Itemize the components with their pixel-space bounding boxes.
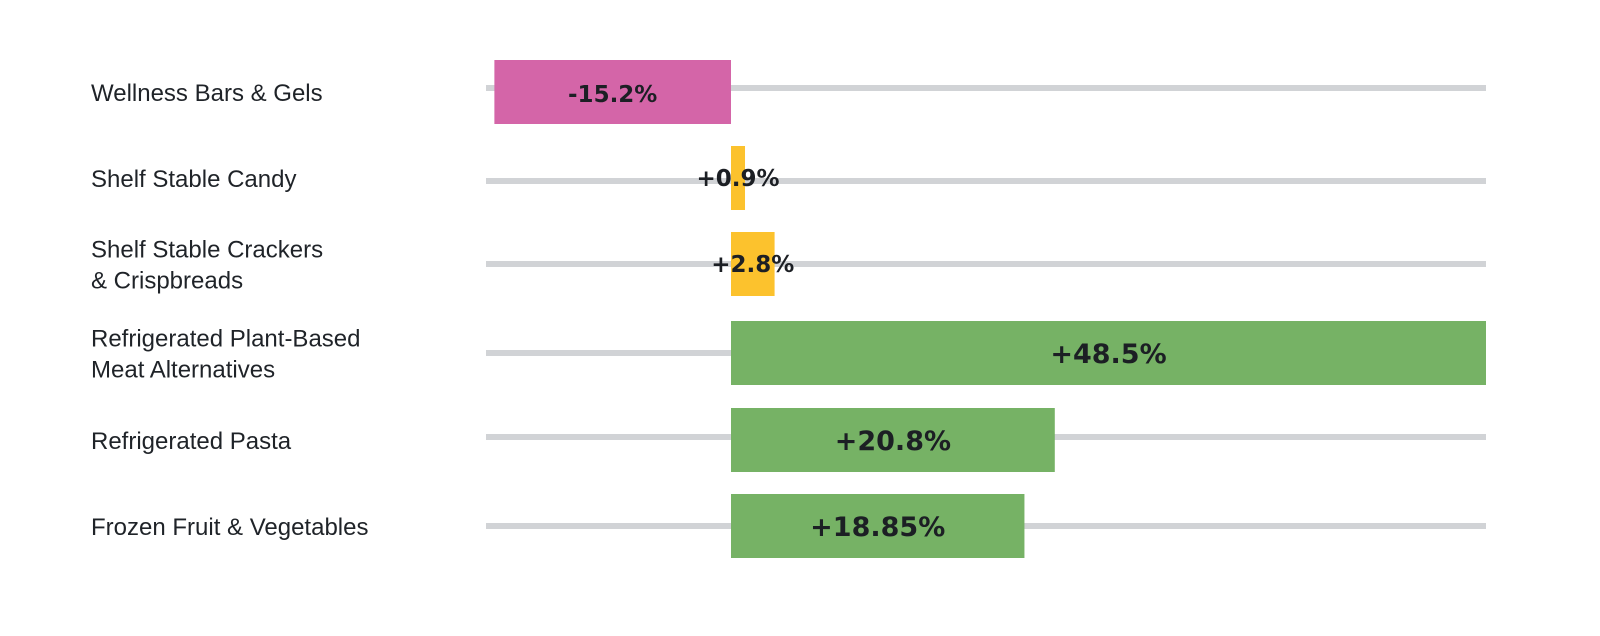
data-label: +0.9% xyxy=(696,166,779,192)
category-label: & Crispbreads xyxy=(91,268,243,295)
bar xyxy=(731,321,1486,385)
data-label: +48.5% xyxy=(1050,339,1166,370)
category-label: Frozen Fruit & Vegetables xyxy=(91,514,368,541)
bar xyxy=(731,232,775,296)
category-label: Shelf Stable Crackers xyxy=(91,237,323,264)
bar-track xyxy=(486,178,1486,184)
bar xyxy=(731,494,1025,558)
data-label: -15.2% xyxy=(568,82,657,108)
category-label: Refrigerated Plant-Based xyxy=(91,326,360,353)
category-label: Refrigerated Pasta xyxy=(91,428,292,455)
category-label: Shelf Stable Candy xyxy=(91,166,296,193)
bar-track xyxy=(486,85,1486,91)
bar-row: +48.5% Refrigerated Plant-Based Meat Alter… xyxy=(91,321,1486,385)
bar xyxy=(731,146,746,210)
category-label: Wellness Bars & Gels xyxy=(91,80,323,107)
bar-row: -15.2% Wellness Bars & Gels xyxy=(91,60,1486,124)
bar-row: +18.85% Frozen Fruit & Vegetables xyxy=(91,494,1486,558)
data-label: +2.8% xyxy=(711,252,794,278)
bar-row: +0.9% Shelf Stable Candy xyxy=(91,146,1486,210)
data-label: +20.8% xyxy=(835,426,951,457)
category-label: Meat Alternatives xyxy=(91,357,275,384)
bar-row: +2.8% Shelf Stable Crackers & Crispbreads xyxy=(91,232,1486,296)
bar xyxy=(494,60,731,124)
bar xyxy=(731,408,1055,472)
bar-track xyxy=(486,261,1486,267)
bar-row: +20.8% Refrigerated Pasta xyxy=(91,408,1486,472)
data-label: +18.85% xyxy=(810,512,945,543)
